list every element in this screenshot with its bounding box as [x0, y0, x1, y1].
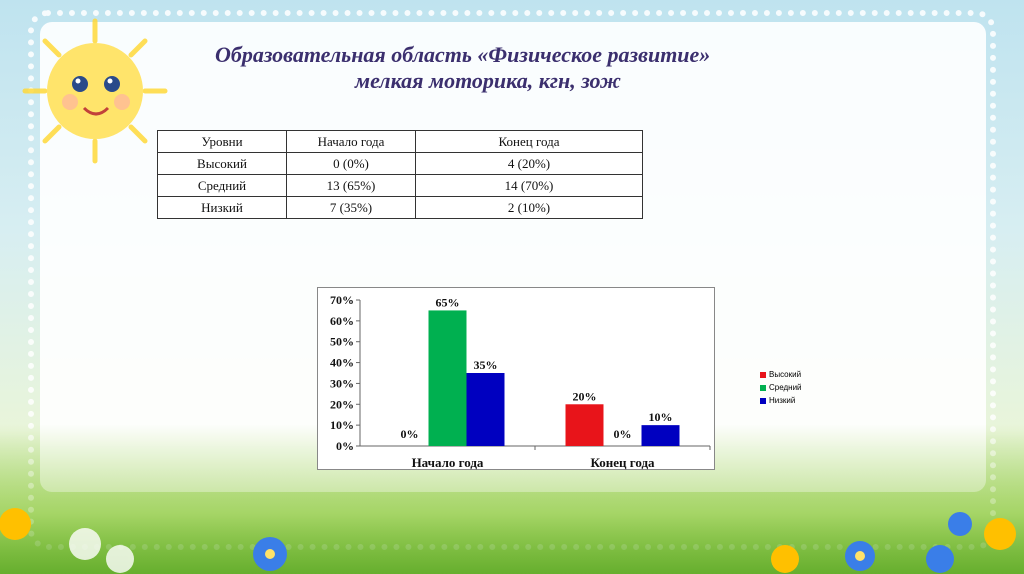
- bar: [466, 373, 505, 446]
- legend-swatch: [760, 384, 766, 391]
- table-cell: 2 (10%): [415, 196, 643, 219]
- data-label: 65%: [436, 295, 460, 309]
- table-row: Средний 13 (65%) 14 (70%): [157, 174, 643, 197]
- table-cell: Средний: [157, 174, 287, 197]
- y-tick-label: 20%: [330, 397, 354, 411]
- chart-plot: 0% 10% 20% 30% 40% 50% 60% 70% Начало года 0% 65% 3…: [330, 293, 711, 470]
- x-tick-label: Конец года: [590, 455, 655, 470]
- y-tick-label: 50%: [330, 335, 354, 349]
- y-tick-label: 60%: [330, 314, 354, 328]
- data-label: 0%: [401, 427, 419, 441]
- table-header-cell: Конец года: [415, 130, 643, 153]
- bar: [565, 404, 604, 446]
- table-header-cell: Уровни: [157, 130, 287, 153]
- legend-label: Высокий: [769, 370, 802, 379]
- table-row: Низкий 7 (35%) 2 (10%): [157, 196, 643, 219]
- table-cell: 4 (20%): [415, 152, 643, 175]
- title-line-2: мелкая моторика, кгн, зож: [355, 68, 621, 93]
- sun-icon: [22, 18, 168, 164]
- bar-chart: 0% 10% 20% 30% 40% 50% 60% 70% Начало года 0% 65% 3…: [317, 287, 802, 470]
- bar: [428, 310, 467, 446]
- table-header-row: Уровни Начало года Конец года: [157, 130, 643, 153]
- data-label: 10%: [649, 410, 673, 424]
- data-label: 0%: [614, 427, 632, 441]
- page-title: Образовательная область «Физическое разв…: [215, 42, 815, 94]
- data-label: 35%: [474, 358, 498, 372]
- legend-label: Низкий: [769, 396, 796, 405]
- y-tick-label: 0%: [336, 439, 354, 453]
- x-tick-label: Начало года: [412, 455, 484, 470]
- table-cell: 0 (0%): [286, 152, 416, 175]
- y-tick-label: 30%: [330, 376, 354, 390]
- table-cell: 13 (65%): [286, 174, 416, 197]
- data-label: 20%: [573, 389, 597, 403]
- y-tick-label: 40%: [330, 356, 354, 370]
- table-cell: 14 (70%): [415, 174, 643, 197]
- legend-swatch: [760, 371, 766, 378]
- title-line-1: Образовательная область «Физическое разв…: [215, 42, 711, 67]
- table-cell: 7 (35%): [286, 196, 416, 219]
- table-header-cell: Начало года: [286, 130, 416, 153]
- legend-item: Средний: [760, 381, 802, 394]
- chart-legend: Высокий Средний Низкий: [760, 368, 802, 407]
- legend-swatch: [760, 397, 766, 404]
- table-cell: Низкий: [157, 196, 287, 219]
- levels-table: Уровни Начало года Конец года Высокий 0 …: [157, 130, 643, 219]
- legend-item: Высокий: [760, 368, 802, 381]
- legend-item: Низкий: [760, 394, 802, 407]
- y-tick-label: 10%: [330, 418, 354, 432]
- flowers-decoration: [0, 508, 1016, 573]
- table-row: Высокий 0 (0%) 4 (20%): [157, 152, 643, 175]
- table-cell: Высокий: [157, 152, 287, 175]
- y-tick-label: 70%: [330, 293, 354, 307]
- legend-label: Средний: [769, 383, 802, 392]
- bar: [641, 425, 680, 446]
